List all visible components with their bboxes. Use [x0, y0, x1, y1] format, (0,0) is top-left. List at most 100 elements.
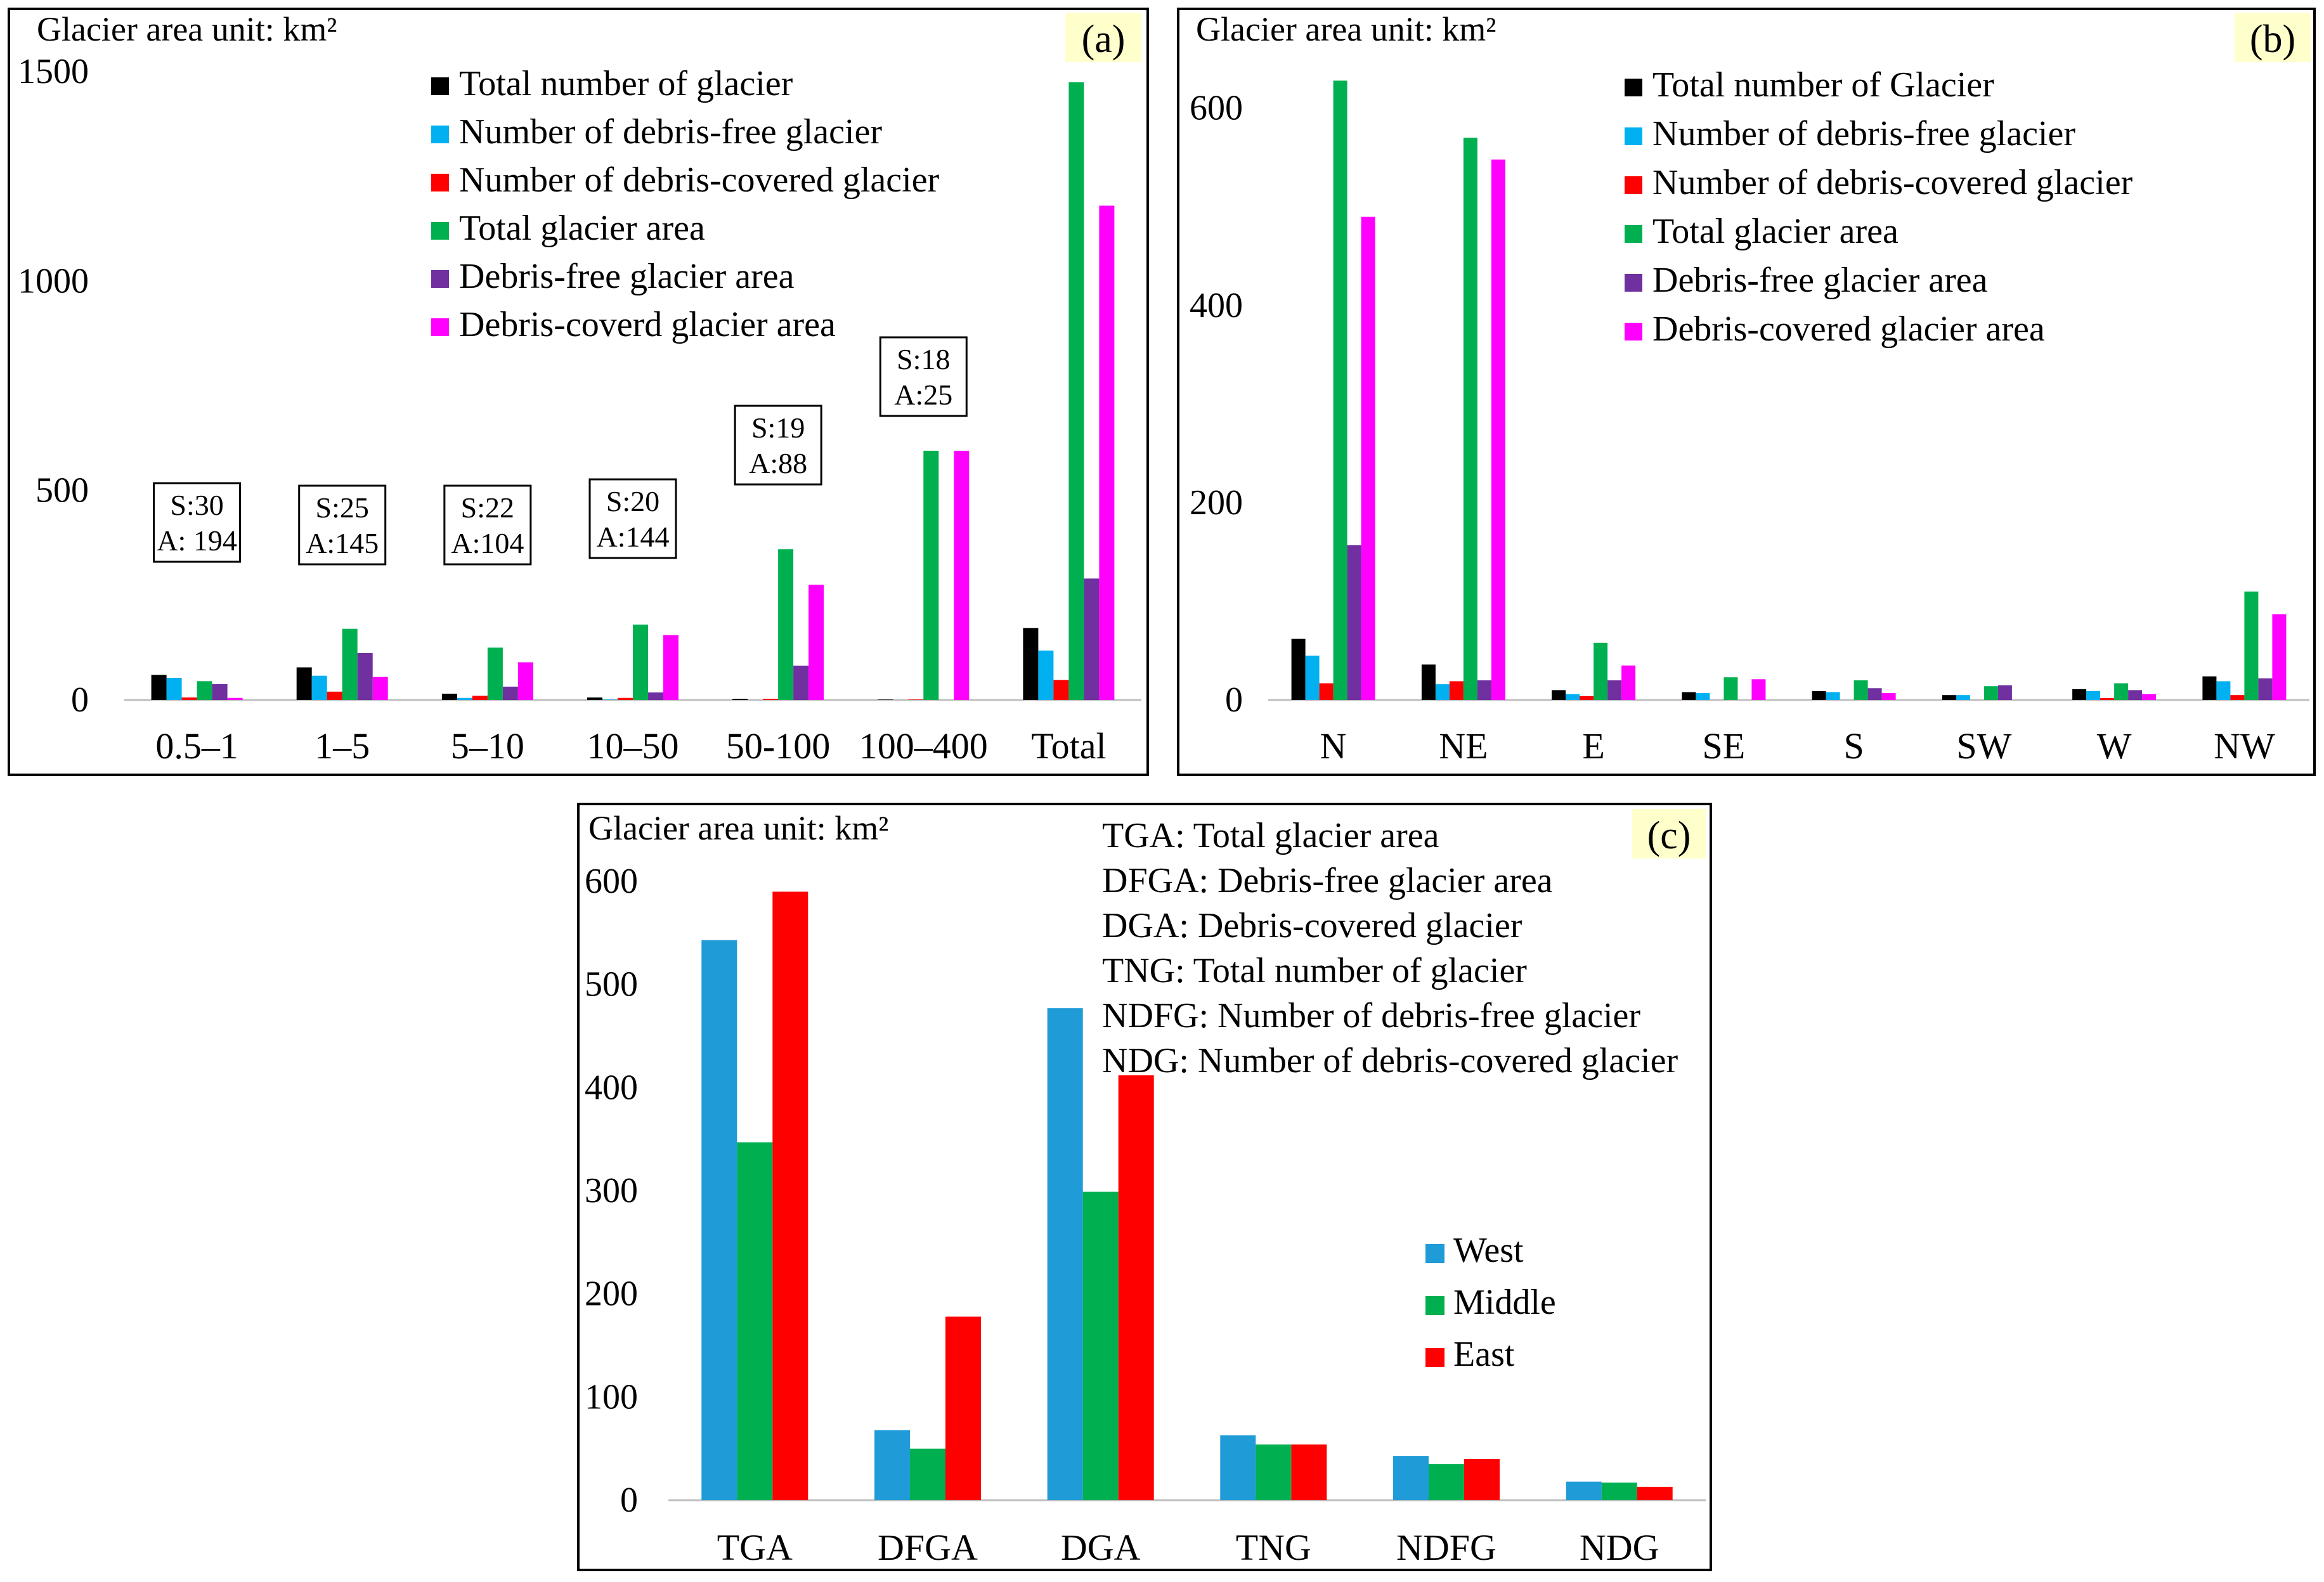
legend-swatch — [431, 222, 449, 240]
legend-label: Number of debris-covered glacier — [459, 160, 940, 200]
y-tick-label: 100 — [585, 1377, 638, 1417]
bar-a-s3-c5 — [923, 450, 939, 700]
panel-a-legend: Total number of glacier Number of debris-… — [431, 64, 940, 344]
annotation-a: A:145 — [306, 527, 379, 559]
x-tick-label: 100–400 — [859, 725, 988, 767]
bar-a-s0-c2 — [441, 694, 457, 700]
bar-b-s2-c1 — [1449, 681, 1464, 700]
bar-b-s2-c0 — [1319, 683, 1334, 700]
bar-a-s4-c0 — [212, 684, 228, 700]
bar-a-s2-c6 — [1053, 680, 1069, 700]
panel-b-unit-label: Glacier area unit: km² — [1196, 10, 1496, 48]
panel-b-bars — [1268, 81, 2309, 701]
y-tick-label: 600 — [585, 862, 638, 901]
bar-b-s0-c0 — [1291, 639, 1306, 700]
bar-b-s1-c1 — [1435, 684, 1450, 700]
bar-a-s5-c0 — [227, 697, 243, 700]
legend-swatch — [1425, 1244, 1444, 1263]
bar-b-s5-c4 — [1881, 693, 1896, 700]
y-tick-label: 400 — [585, 1068, 638, 1107]
x-tick-label: Total — [1031, 725, 1106, 767]
x-tick-label: NDFG — [1396, 1527, 1496, 1568]
legend-swatch — [1625, 127, 1642, 145]
bar-b-s4-c7 — [2258, 678, 2273, 700]
annotation-box — [298, 484, 387, 566]
bar-a-s0-c6 — [1023, 628, 1039, 700]
bar-a-s2-c2 — [472, 696, 488, 700]
bar-a-s0-c0 — [151, 675, 167, 700]
y-tick-label: 200 — [1190, 483, 1243, 522]
abbreviation-line: DFGA: Debris-free glacier area — [1102, 861, 1553, 900]
panel-c-frame — [577, 803, 1712, 1571]
bar-a-s5-c3 — [663, 635, 678, 700]
bar-a-s5-c2 — [517, 662, 533, 700]
bar-a-s5-c1 — [372, 677, 388, 700]
panel-b-y-axis: 0 200 400 600 — [1190, 89, 1243, 720]
bar-b-s3-c5 — [1983, 686, 1998, 700]
legend-label: Debris-free glacier area — [459, 257, 795, 296]
panel-c-bars — [668, 891, 1706, 1501]
bar-b-s5-c2 — [1621, 665, 1636, 700]
legend-label: Number of debris-free glacier — [459, 112, 882, 152]
bar-a-s0-c3 — [587, 697, 602, 700]
annotation-s: S:22 — [461, 491, 514, 524]
bar-a-s4-c4 — [793, 665, 809, 700]
abbreviation-line: NDFG: Number of debris-free glacier — [1102, 996, 1640, 1035]
bar-a-s5-c6 — [1099, 205, 1115, 700]
bar-c-s1-c0 — [737, 1142, 773, 1500]
bar-a-s3-c3 — [633, 625, 648, 700]
panel-c-unit-label: Glacier area unit: km² — [588, 809, 888, 847]
bar-b-s5-c0 — [1361, 216, 1375, 700]
bar-a-s0-c1 — [296, 667, 312, 700]
bar-a-s4-c6 — [1084, 578, 1100, 700]
bar-b-s0-c3 — [1682, 692, 1696, 700]
panel-a-x-axis: 0.5–1 1–5 5–10 10–50 50-100 100–400 Total — [155, 725, 1106, 767]
bar-b-s1-c2 — [1566, 694, 1580, 700]
bar-b-s1-c5 — [1956, 695, 1970, 700]
bar-a-s1-c2 — [457, 697, 472, 700]
bar-a-s5-c4 — [808, 585, 824, 700]
abbreviation-line: NDG: Number of debris-covered glacier — [1102, 1041, 1678, 1080]
bar-a-s0-c5 — [878, 699, 893, 700]
annotation-box — [734, 405, 822, 486]
panel-c-legend: West Middle East — [1425, 1231, 1556, 1374]
bar-a-s1-c1 — [311, 675, 327, 700]
bar-b-s5-c6 — [2142, 694, 2157, 700]
x-tick-label: TGA — [717, 1527, 793, 1568]
panel-c-abbreviations: TGA: Total glacier area DFGA: Debris-free… — [1102, 816, 1678, 1080]
legend-label: Debris-covered glacier area — [1652, 309, 2045, 349]
panel-b-tag: (b) — [2250, 18, 2295, 61]
bar-b-s0-c6 — [2072, 689, 2087, 700]
legend-label: East — [1453, 1335, 1515, 1374]
legend-label: Total glacier area — [1652, 212, 1899, 251]
bar-c-s2-c1 — [945, 1316, 981, 1500]
bar-c-s0-c5 — [1566, 1481, 1602, 1500]
x-tick-label: N — [1320, 725, 1347, 767]
annotation-a: A:144 — [597, 521, 670, 553]
panel-a-tag: (a) — [1082, 18, 1126, 61]
annotation-a: A:104 — [451, 527, 524, 559]
x-tick-label: NDG — [1580, 1527, 1659, 1568]
bar-b-s3-c4 — [1853, 680, 1868, 700]
bar-b-s4-c0 — [1347, 545, 1361, 700]
abbreviation-line: TGA: Total glacier area — [1102, 816, 1439, 855]
x-tick-label: SW — [1956, 725, 2011, 767]
bar-a-s0-c4 — [732, 699, 748, 700]
legend-swatch — [431, 77, 449, 95]
annotation-a: A:25 — [894, 379, 952, 411]
bar-c-s2-c5 — [1637, 1486, 1673, 1500]
bar-a-s1-c3 — [602, 699, 618, 700]
legend-label: Debris-free glacier area — [1652, 261, 1988, 300]
bar-b-s0-c1 — [1421, 665, 1436, 700]
bar-a-s2-c4 — [763, 699, 779, 700]
bar-a-s2-c3 — [618, 697, 633, 700]
x-tick-label: S — [1843, 725, 1864, 767]
x-tick-label: 0.5–1 — [155, 725, 238, 767]
bar-b-s4-c1 — [1477, 680, 1491, 700]
bar-a-s4-c2 — [502, 686, 518, 700]
bar-b-s1-c4 — [1826, 692, 1840, 700]
bar-c-s2-c4 — [1464, 1458, 1500, 1500]
bar-b-s2-c7 — [2230, 695, 2245, 700]
y-tick-label: 500 — [36, 471, 89, 510]
